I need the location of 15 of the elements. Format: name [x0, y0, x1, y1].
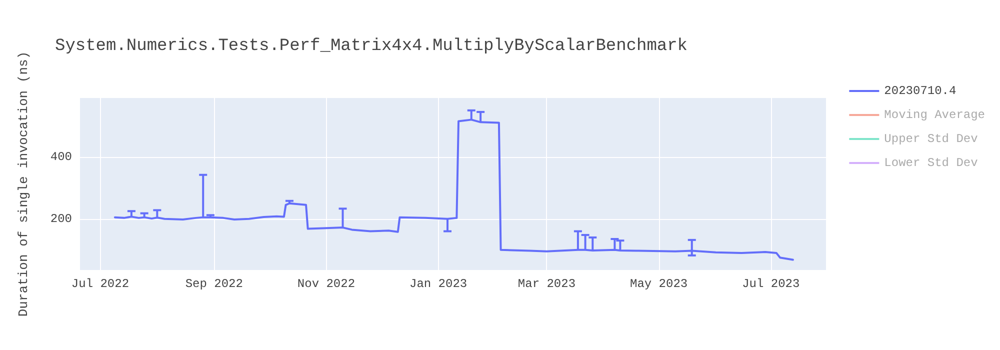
- legend-label: Moving Average: [884, 108, 986, 122]
- x-tick-label: May 2023: [630, 277, 688, 291]
- y-tick-label: 400: [50, 150, 72, 164]
- chart-title: System.Numerics.Tests.Perf_Matrix4x4.MultiplyByScalarBenchmark: [55, 37, 688, 56]
- legend-label: Upper Std Dev: [884, 132, 978, 146]
- x-tick-label: Mar 2023: [518, 277, 576, 291]
- legend-label: Lower Std Dev: [884, 156, 978, 170]
- y-axis-title: Duration of single invocation (ns): [16, 51, 31, 317]
- legend-label: 20230710.4: [884, 84, 956, 98]
- x-tick-label: Jul 2023: [742, 277, 800, 291]
- x-tick-label: Sep 2022: [185, 277, 243, 291]
- x-tick-label: Nov 2022: [297, 277, 356, 291]
- x-tick-label: Jul 2022: [71, 277, 130, 291]
- y-tick-label: 200: [50, 212, 72, 226]
- x-tick-label: Jan 2023: [409, 277, 468, 291]
